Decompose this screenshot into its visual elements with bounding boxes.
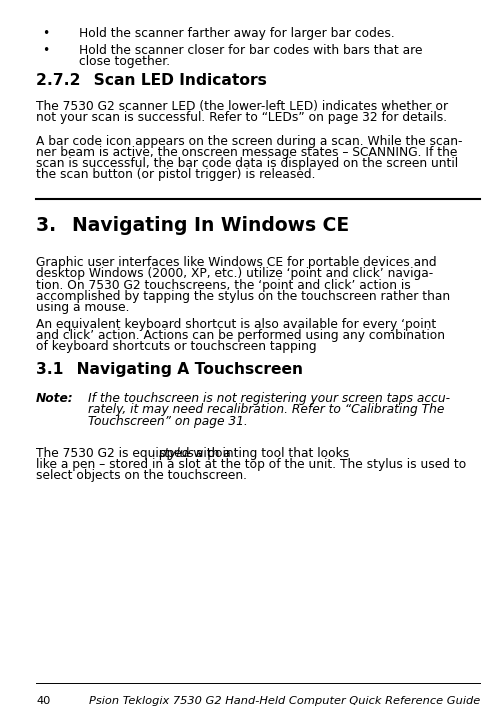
Text: of keyboard shortcuts or touchscreen tapping: of keyboard shortcuts or touchscreen tap… (36, 340, 317, 353)
Text: •: • (42, 27, 49, 40)
Text: 2.7.2  Scan LED Indicators: 2.7.2 Scan LED Indicators (36, 73, 267, 88)
Text: – a pointing tool that looks: – a pointing tool that looks (182, 447, 349, 460)
Text: ner beam is active, the onscreen message states – SCANNING. If the: ner beam is active, the onscreen message… (36, 145, 457, 159)
Text: not your scan is successful. Refer to “LEDs” on page 32 for details.: not your scan is successful. Refer to “L… (36, 111, 447, 125)
Text: select objects on the touchscreen.: select objects on the touchscreen. (36, 469, 247, 482)
Text: tion. On 7530 G2 touchscreens, the ‘point and click’ action is: tion. On 7530 G2 touchscreens, the ‘poin… (36, 279, 411, 291)
Text: The 7530 G2 is equipped with a: The 7530 G2 is equipped with a (36, 447, 234, 460)
Text: 3.1  Navigating A Touchscreen: 3.1 Navigating A Touchscreen (36, 362, 303, 377)
Text: Graphic user interfaces like Windows CE for portable devices and: Graphic user interfaces like Windows CE … (36, 256, 437, 269)
Text: Hold the scanner closer for bar codes with bars that are: Hold the scanner closer for bar codes wi… (79, 44, 422, 57)
Text: Psion Teklogix 7530 G2 Hand-Held Computer Quick Reference Guide: Psion Teklogix 7530 G2 Hand-Held Compute… (89, 696, 480, 706)
Text: Note:: Note: (36, 392, 74, 405)
Text: stylus: stylus (159, 447, 195, 460)
Text: 40: 40 (36, 696, 51, 706)
Text: using a mouse.: using a mouse. (36, 301, 130, 314)
Text: Touchscreen” on page 31.: Touchscreen” on page 31. (88, 415, 247, 427)
Text: If the touchscreen is not registering your screen taps accu-: If the touchscreen is not registering yo… (88, 392, 450, 405)
Text: scan is successful, the bar code data is displayed on the screen until: scan is successful, the bar code data is… (36, 157, 458, 170)
Text: A bar code icon appears on the screen during a scan. While the scan-: A bar code icon appears on the screen du… (36, 135, 462, 147)
Text: close together.: close together. (79, 56, 170, 69)
Text: like a pen – stored in a slot at the top of the unit. The stylus is used to: like a pen – stored in a slot at the top… (36, 458, 466, 471)
Text: desktop Windows (2000, XP, etc.) utilize ‘point and click’ naviga-: desktop Windows (2000, XP, etc.) utilize… (36, 267, 433, 281)
Text: and click’ action. Actions can be performed using any combination: and click’ action. Actions can be perfor… (36, 329, 445, 342)
Text: •: • (42, 44, 49, 57)
Text: Hold the scanner farther away for larger bar codes.: Hold the scanner farther away for larger… (79, 27, 394, 40)
Text: accomplished by tapping the stylus on the touchscreen rather than: accomplished by tapping the stylus on th… (36, 289, 450, 303)
Text: An equivalent keyboard shortcut is also available for every ‘point: An equivalent keyboard shortcut is also … (36, 318, 436, 331)
Text: The 7530 G2 scanner LED (the lower-left LED) indicates whether or: The 7530 G2 scanner LED (the lower-left … (36, 100, 448, 113)
Text: 3.  Navigating In Windows CE: 3. Navigating In Windows CE (36, 216, 349, 236)
Text: the scan button (or pistol trigger) is released.: the scan button (or pistol trigger) is r… (36, 168, 316, 181)
Text: rately, it may need recalibration. Refer to “Calibrating The: rately, it may need recalibration. Refer… (88, 404, 444, 417)
